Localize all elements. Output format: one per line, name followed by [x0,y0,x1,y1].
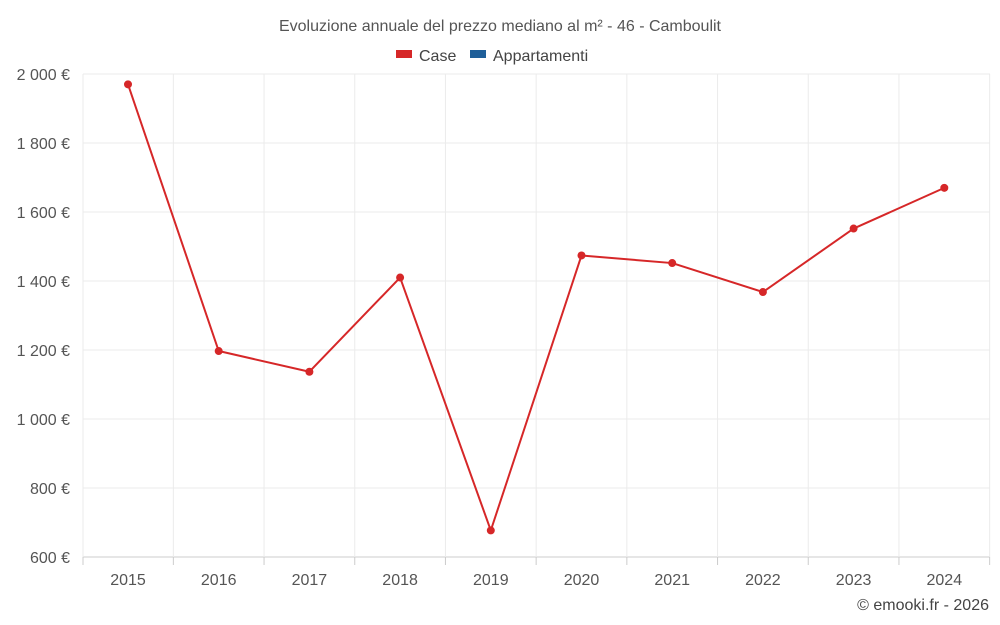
chart-title: Evoluzione annuale del prezzo mediano al… [279,18,722,35]
x-tick-label: 2020 [564,572,600,589]
data-point-case[interactable] [396,273,405,282]
x-axis-ticks: 2015 2016 2017 2018 2019 2020 2021 2022 2023 2024 [110,572,962,589]
y-tick-label: 1 800 € [17,136,70,153]
data-point-case[interactable] [849,224,858,233]
data-point-case[interactable] [486,526,495,535]
x-tick-label: 2017 [292,572,328,589]
x-tick-label: 2023 [836,572,872,589]
y-tick-label: 1 000 € [17,412,70,429]
x-tick-label: 2019 [473,572,509,589]
x-tick-label: 2022 [745,572,781,589]
x-tick-label: 2024 [927,572,963,589]
y-tick-label: 2 000 € [17,67,70,84]
data-point-case[interactable] [124,80,132,89]
series-line-case [127,84,945,532]
legend-label-case: Case [419,48,456,65]
y-tick-label: 600 € [30,550,70,567]
legend: Case Appartamenti [396,48,588,65]
legend-item-case[interactable]: Case [396,48,456,65]
x-tick-label: 2021 [654,572,690,589]
y-axis-ticks: 600 € 800 € 1 000 € 1 200 € 1 400 € 1 600 € 1 … [17,67,70,567]
x-tick-label: 2015 [110,572,146,589]
data-point-case[interactable] [577,251,586,260]
y-tick-label: 800 € [30,481,70,498]
x-tick-label: 2016 [201,572,237,589]
y-tick-label: 1 400 € [17,274,70,291]
credit-text: © emooki.fr - 2026 [857,597,989,614]
series-case [124,80,949,535]
data-point-case[interactable] [214,347,223,356]
y-tick-label: 1 600 € [17,205,70,222]
data-point-case[interactable] [940,183,949,192]
legend-item-appartamenti[interactable]: Appartamenti [470,48,588,65]
data-point-case[interactable] [758,288,767,297]
y-tick-label: 1 200 € [17,343,70,360]
x-tick-label: 2018 [382,572,418,589]
legend-label-appartamenti: Appartamenti [493,48,588,65]
data-point-case[interactable] [668,259,677,268]
legend-swatch-appartamenti [470,50,486,58]
legend-swatch-case [396,50,412,58]
data-point-case[interactable] [305,367,314,376]
grid [82,73,991,565]
